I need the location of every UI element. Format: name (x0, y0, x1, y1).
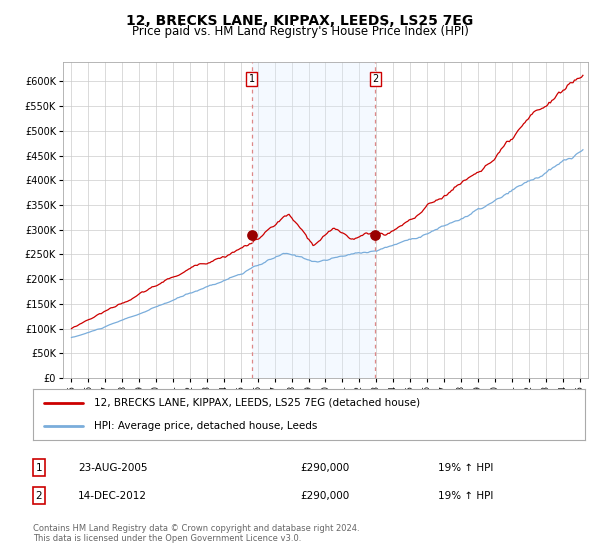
Text: £290,000: £290,000 (300, 491, 349, 501)
Text: 12, BRECKS LANE, KIPPAX, LEEDS, LS25 7EG: 12, BRECKS LANE, KIPPAX, LEEDS, LS25 7EG (127, 14, 473, 28)
Bar (251, 62, 376, 378)
Text: 19% ↑ HPI: 19% ↑ HPI (438, 463, 493, 473)
Text: 2: 2 (373, 74, 379, 84)
Text: 12, BRECKS LANE, KIPPAX, LEEDS, LS25 7EG (detached house): 12, BRECKS LANE, KIPPAX, LEEDS, LS25 7EG… (94, 398, 420, 408)
Text: 1: 1 (35, 463, 43, 473)
Text: 2: 2 (35, 491, 43, 501)
Point (371, 230, 380, 239)
Text: HPI: Average price, detached house, Leeds: HPI: Average price, detached house, Leed… (94, 421, 317, 431)
Text: 1: 1 (248, 74, 255, 84)
Text: £290,000: £290,000 (300, 463, 349, 473)
Text: Contains HM Land Registry data © Crown copyright and database right 2024.
This d: Contains HM Land Registry data © Crown c… (33, 524, 359, 543)
Text: 19% ↑ HPI: 19% ↑ HPI (438, 491, 493, 501)
Text: 14-DEC-2012: 14-DEC-2012 (78, 491, 147, 501)
Text: 23-AUG-2005: 23-AUG-2005 (78, 463, 148, 473)
Text: Price paid vs. HM Land Registry's House Price Index (HPI): Price paid vs. HM Land Registry's House … (131, 25, 469, 38)
Point (247, 230, 256, 239)
